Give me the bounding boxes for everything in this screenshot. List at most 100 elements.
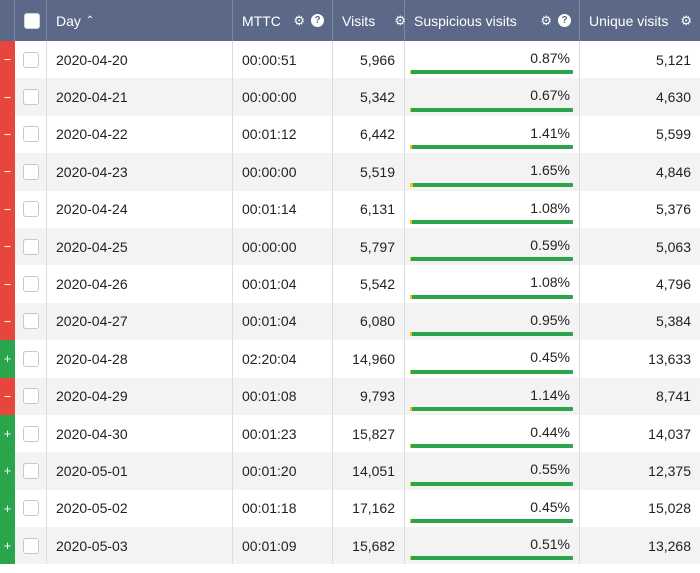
- suspicious-share-bar: [410, 145, 573, 150]
- table-row[interactable]: +2020-05-03 00:01:09 15,682 0.51% 13,268: [0, 527, 700, 565]
- cell-unique-visits: 5,599: [655, 126, 691, 143]
- table-row[interactable]: −2020-04-26 00:01:04 5,542 1.08% 4,796: [0, 265, 700, 303]
- table-row[interactable]: −2020-04-21 00:00:00 5,342 0.67% 4,630: [0, 78, 700, 116]
- cell-suspicious-visits: 0.45%: [405, 340, 580, 378]
- suspicious-share-bar: [410, 70, 573, 75]
- unique-settings-gear-icon[interactable]: ⚙: [680, 13, 692, 28]
- cell-suspicious-visits: 1.14%: [405, 377, 580, 415]
- cell-unique-visits: 4,796: [655, 276, 691, 293]
- column-header-visits[interactable]: Visits ⚙: [333, 0, 406, 41]
- row-checkbox[interactable]: [22, 163, 39, 180]
- table-row[interactable]: +2020-04-28 02:20:04 14,960 0.45% 13,633: [0, 340, 700, 378]
- column-header-day[interactable]: Day ⌃: [47, 0, 233, 41]
- suspicious-share-fill: [410, 481, 411, 486]
- suspicious-share-bar: [410, 107, 573, 112]
- table-row[interactable]: +2020-05-02 00:01:18 17,162 0.45% 15,028: [0, 489, 700, 528]
- cell-suspicious-visits: 1.08%: [405, 190, 580, 228]
- row-select-cell: [15, 377, 47, 415]
- row-select-cell: [15, 265, 47, 303]
- suspicious-share-bar: [410, 219, 573, 224]
- cell-visits: 5,519: [333, 153, 405, 191]
- row-checkbox[interactable]: [22, 313, 39, 330]
- expand-toggle-plus[interactable]: +: [0, 414, 15, 453]
- cell-day: 2020-04-30: [47, 414, 233, 453]
- cell-suspicious-visits: 0.87%: [405, 41, 580, 79]
- cell-mttc: 00:00:00: [233, 153, 333, 191]
- cell-suspicious-visits: 0.95%: [405, 302, 580, 341]
- select-all-checkbox[interactable]: [24, 12, 40, 29]
- mttc-settings-gear-icon[interactable]: ⚙: [293, 13, 305, 28]
- cell-day: 2020-04-20: [47, 41, 233, 79]
- expand-toggle-plus[interactable]: +: [0, 452, 15, 490]
- expand-toggle-plus[interactable]: +: [0, 340, 15, 378]
- sort-ascending-icon[interactable]: ⌃: [85, 15, 95, 26]
- mttc-help-icon[interactable]: ?: [311, 14, 324, 27]
- suspicious-visits-value: 0.45%: [530, 349, 570, 366]
- expand-toggle-minus[interactable]: −: [0, 115, 15, 154]
- row-checkbox[interactable]: [22, 126, 39, 143]
- cell-visits: 14,051: [333, 452, 405, 490]
- row-checkbox[interactable]: [22, 350, 39, 367]
- expand-toggle-plus[interactable]: +: [0, 489, 15, 528]
- table-row[interactable]: −2020-04-23 00:00:00 5,519 1.65% 4,846: [0, 153, 700, 191]
- cell-visits: 6,080: [333, 302, 405, 341]
- cell-suspicious-visits: 0.55%: [405, 452, 580, 490]
- expand-toggle-minus[interactable]: −: [0, 377, 15, 415]
- row-select-cell: [15, 190, 47, 228]
- row-checkbox[interactable]: [22, 238, 39, 255]
- table-row[interactable]: −2020-04-27 00:01:04 6,080 0.95% 5,384: [0, 302, 700, 341]
- expand-toggle-minus[interactable]: −: [0, 265, 15, 303]
- expand-toggle-minus[interactable]: −: [0, 153, 15, 191]
- cell-mttc: 00:01:04: [233, 265, 333, 303]
- table-row[interactable]: −2020-04-22 00:01:12 6,442 1.41% 5,599: [0, 115, 700, 154]
- row-checkbox[interactable]: [22, 388, 39, 405]
- table-row[interactable]: +2020-04-30 00:01:23 15,827 0.44% 14,037: [0, 414, 700, 453]
- suspicious-visits-value: 1.08%: [530, 274, 570, 291]
- table-row[interactable]: −2020-04-24 00:01:14 6,131 1.08% 5,376: [0, 190, 700, 228]
- cell-suspicious-visits: 1.41%: [405, 115, 580, 154]
- expand-toggle-minus[interactable]: −: [0, 78, 15, 116]
- table-row[interactable]: −2020-04-20 00:00:51 5,966 0.87% 5,121: [0, 41, 700, 79]
- table-row[interactable]: −2020-04-25 00:00:00 5,797 0.59% 5,063: [0, 227, 700, 266]
- expand-toggle-minus[interactable]: −: [0, 190, 15, 228]
- row-checkbox[interactable]: [22, 462, 39, 479]
- cell-visits: 15,827: [333, 414, 405, 453]
- cell-day: 2020-04-24: [47, 190, 233, 228]
- cell-suspicious-visits: 0.44%: [405, 414, 580, 453]
- suspicious-settings-gear-icon[interactable]: ⚙: [540, 13, 552, 28]
- column-header-unique-visits[interactable]: Unique visits ⚙: [580, 0, 700, 41]
- suspicious-share-fill: [410, 556, 411, 561]
- suspicious-share-bar: [410, 444, 573, 449]
- column-header-mttc[interactable]: MTTC ⚙ ?: [233, 0, 333, 41]
- row-select-cell: [15, 227, 47, 266]
- suspicious-share-bar: [410, 369, 573, 374]
- table-row[interactable]: −2020-04-29 00:01:08 9,793 1.14% 8,741: [0, 377, 700, 415]
- row-checkbox[interactable]: [22, 201, 39, 218]
- header-select-cell: [15, 0, 47, 41]
- visits-settings-gear-icon[interactable]: ⚙: [394, 13, 406, 28]
- column-header-suspicious-visits[interactable]: Suspicious visits ⚙ ?: [405, 0, 580, 41]
- row-checkbox[interactable]: [22, 537, 39, 554]
- expand-toggle-minus[interactable]: −: [0, 227, 15, 266]
- row-select-cell: [15, 115, 47, 154]
- expand-toggle-minus[interactable]: −: [0, 41, 15, 79]
- expand-toggle-minus[interactable]: −: [0, 302, 15, 341]
- row-checkbox[interactable]: [22, 500, 39, 517]
- expand-toggle-plus[interactable]: +: [0, 527, 15, 565]
- table-row[interactable]: +2020-05-01 00:01:20 14,051 0.55% 12,375: [0, 452, 700, 490]
- column-header-day-label: Day: [56, 12, 81, 29]
- cell-day: 2020-04-28: [47, 340, 233, 378]
- cell-unique-visits: 5,376: [655, 201, 691, 218]
- suspicious-share-fill: [410, 145, 413, 150]
- suspicious-share-bar: [410, 182, 573, 187]
- row-checkbox[interactable]: [22, 276, 39, 293]
- row-checkbox[interactable]: [22, 89, 39, 106]
- cell-day: 2020-05-02: [47, 489, 233, 528]
- row-select-cell: [15, 41, 47, 79]
- row-checkbox[interactable]: [22, 51, 39, 68]
- cell-visits: 6,442: [333, 115, 405, 154]
- row-checkbox[interactable]: [22, 425, 39, 442]
- column-header-visits-label: Visits: [342, 12, 376, 29]
- suspicious-help-icon[interactable]: ?: [558, 14, 571, 27]
- cell-unique-visits: 8,741: [655, 388, 691, 405]
